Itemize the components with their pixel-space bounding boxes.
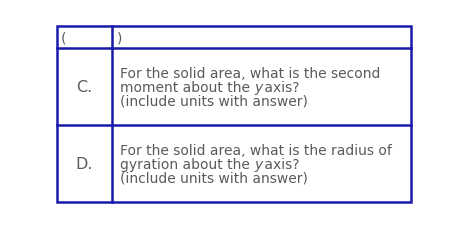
Text: axis?: axis? [260,80,300,94]
Text: D.: D. [76,156,93,171]
Text: y: y [254,157,262,171]
Text: moment about the: moment about the [120,80,254,94]
Text: C.: C. [76,80,93,95]
Text: y: y [254,80,262,94]
Text: ): ) [117,31,123,45]
Text: gyration about the: gyration about the [120,157,254,171]
Text: For the solid area, what is the second: For the solid area, what is the second [120,67,380,81]
Text: (include units with answer): (include units with answer) [120,170,308,184]
Text: axis?: axis? [260,157,300,171]
Text: (include units with answer): (include units with answer) [120,94,308,108]
Text: For the solid area, what is the radius of: For the solid area, what is the radius o… [120,143,392,157]
Text: (: ( [61,31,66,45]
